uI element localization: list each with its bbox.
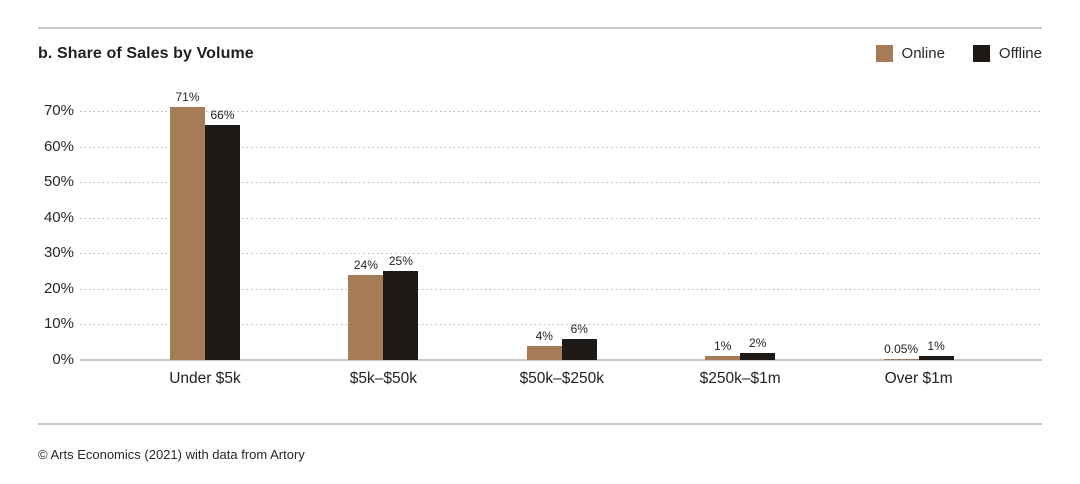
x-axis-label-1: Under $5k: [169, 370, 241, 387]
x-axis-label-4: $250k–$1m: [699, 370, 781, 387]
bar-value-label-offline-5: 1%: [927, 339, 945, 353]
gridline-30: [80, 253, 1042, 255]
y-tick-label-60: 60%: [43, 137, 74, 155]
bar-online-1: [170, 107, 205, 360]
gridline-60: [80, 146, 1042, 148]
y-tick-label-30: 30%: [43, 244, 74, 262]
bottom-divider: [38, 423, 1042, 425]
bar-value-label-offline-3: 6%: [570, 322, 588, 336]
bar-online-5: [883, 359, 919, 360]
gridline-20: [80, 288, 1042, 290]
y-tick-label-50: 50%: [43, 173, 74, 191]
bar-online-4: [705, 356, 741, 360]
bar-value-label-offline-2: 25%: [388, 254, 413, 268]
x-axis-baseline: [80, 359, 1042, 361]
bar-offline-3: [561, 339, 597, 360]
offline-swatch-icon: [972, 45, 990, 62]
bar-offline-2: [383, 271, 419, 360]
y-tick-label-40: 40%: [43, 208, 74, 226]
bar-value-label-online-1: 71%: [175, 90, 200, 104]
legend-item-offline: Offline: [972, 45, 1042, 62]
legend-label-offline: Offline: [998, 45, 1042, 62]
legend-label-online: Online: [901, 45, 945, 62]
bar-value-label-online-4: 1%: [714, 339, 732, 353]
top-divider: [38, 27, 1042, 29]
gridline-10: [80, 324, 1042, 326]
bar-offline-5: [918, 356, 954, 360]
bar-offline-1: [205, 125, 240, 360]
bar-value-label-offline-4: 2%: [749, 336, 767, 350]
bar-online-2: [348, 275, 384, 360]
gridline-70: [80, 111, 1042, 112]
x-axis-label-2: $5k–$50k: [349, 370, 417, 387]
y-tick-label-70: 70%: [43, 102, 74, 119]
online-swatch-icon: [875, 45, 893, 62]
bar-value-label-online-5: 0.05%: [884, 342, 919, 356]
y-tick-label-20: 20%: [43, 279, 74, 297]
legend-item-online: Online: [875, 45, 945, 62]
bar-offline-4: [740, 353, 776, 360]
source-note: © Arts Economics (2021) with data from A…: [38, 447, 305, 462]
y-tick-label-0: 0%: [52, 351, 74, 368]
chart-title: b. Share of Sales by Volume: [38, 45, 254, 62]
bar-value-label-online-3: 4%: [535, 329, 553, 343]
x-axis-label-5: Over $1m: [884, 370, 953, 387]
y-tick-label-10: 10%: [43, 315, 74, 333]
bar-online-3: [526, 346, 562, 360]
gridline-50: [80, 182, 1042, 184]
gridline-40: [80, 217, 1042, 219]
bar-value-label-offline-1: 66%: [210, 108, 235, 122]
bar-value-label-online-2: 24%: [353, 258, 378, 272]
legend: Online Offline: [875, 45, 1042, 62]
x-axis-label-3: $50k–$250k: [519, 370, 605, 387]
